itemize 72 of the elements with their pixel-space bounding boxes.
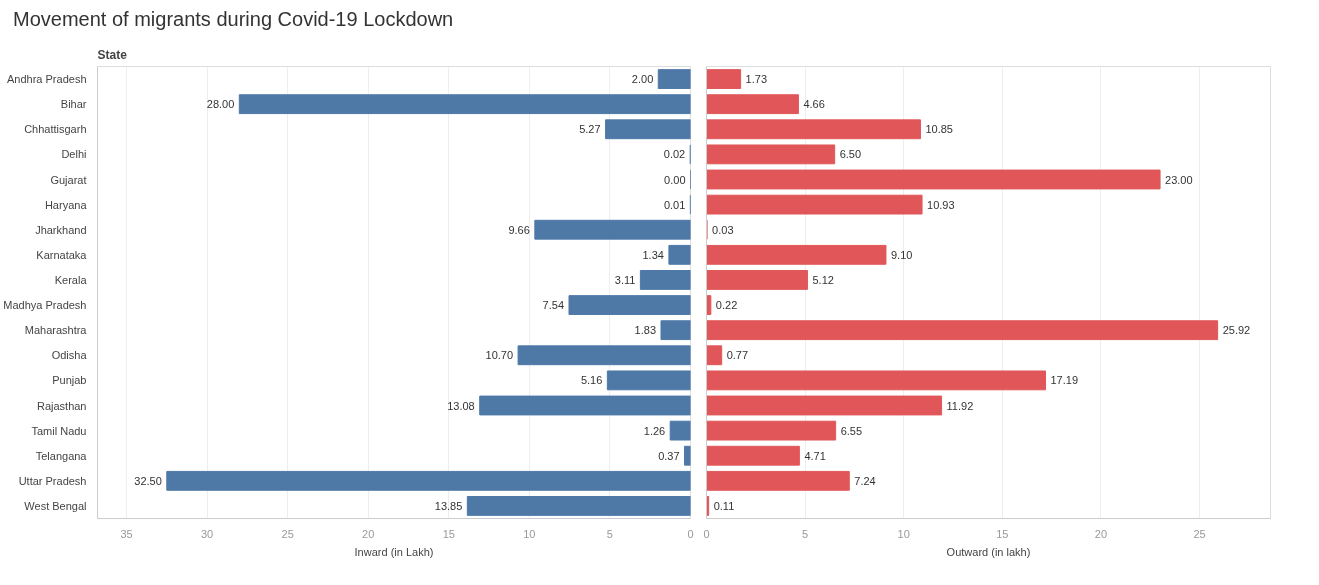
data-label: 5.16 xyxy=(580,374,603,387)
x-tick-label: 20 xyxy=(1094,527,1108,540)
data-label: 23.00 xyxy=(1165,173,1193,186)
x-tick-label: 25 xyxy=(281,527,294,540)
y-tick-label: Gujarat xyxy=(50,173,87,186)
y-tick-label: West Bengal xyxy=(24,499,87,512)
data-label: 1.73 xyxy=(745,73,768,86)
x-tick-label: 10 xyxy=(523,527,536,540)
y-tick-label: Kerala xyxy=(54,273,88,286)
data-label: 1.34 xyxy=(642,248,664,261)
y-tick-label: Karnataka xyxy=(36,248,88,261)
y-tick-label: Bihar xyxy=(60,98,87,111)
data-label: 0.22 xyxy=(715,299,738,312)
data-label: 0.03 xyxy=(712,223,734,236)
x-tick-label: 5 xyxy=(802,527,809,540)
y-tick-label: Telangana xyxy=(35,449,88,462)
data-label: 5.27 xyxy=(579,123,601,136)
y-tick-label: Rajasthan xyxy=(36,399,87,412)
data-label: 0.00 xyxy=(664,173,686,186)
x-tick-label: 0 xyxy=(703,527,710,540)
data-label: 7.54 xyxy=(542,299,565,312)
x-tick-label: 15 xyxy=(996,527,1009,540)
data-label: 0.37 xyxy=(658,449,680,462)
y-tick-label: Uttar Pradesh xyxy=(18,474,87,487)
data-label: 1.83 xyxy=(634,324,657,337)
data-label: 1.26 xyxy=(643,424,666,437)
y-tick-label: Odisha xyxy=(51,349,88,362)
data-label: 0.02 xyxy=(663,148,686,161)
x-tick-label: 35 xyxy=(120,527,133,540)
y-tick-label: Andhra Pradesh xyxy=(7,73,87,86)
chart-title: Movement of migrants during Covid-19 Lockdown xyxy=(13,7,454,32)
x-tick-label: 5 xyxy=(606,527,613,540)
data-label: 3.11 xyxy=(614,273,636,286)
data-label: 32.50 xyxy=(134,474,162,487)
data-label: 0.01 xyxy=(663,198,686,211)
data-label: 10.93 xyxy=(927,198,955,211)
data-label: 11.92 xyxy=(946,399,974,412)
data-label: 25.92 xyxy=(1222,324,1251,337)
data-label: 10.85 xyxy=(925,123,953,136)
data-label: 9.10 xyxy=(890,248,913,261)
data-label: 10.70 xyxy=(485,349,514,362)
data-label: 0.77 xyxy=(726,349,749,362)
x-axis-title: Inward (in Lakh) xyxy=(354,545,434,558)
y-tick-label: Madhya Pradesh xyxy=(3,299,87,312)
x-tick-label: 25 xyxy=(1193,527,1206,540)
data-label: 5.12 xyxy=(812,273,834,286)
x-tick-label: 0 xyxy=(687,527,694,540)
y-tick-label: Punjab xyxy=(52,374,87,387)
y-tick-label: Haryana xyxy=(44,198,88,211)
y-axis-title: State xyxy=(97,47,128,62)
data-label: 4.71 xyxy=(804,449,826,462)
x-axis-title: Outward (in lakh) xyxy=(946,545,1031,558)
data-label: 17.19 xyxy=(1050,374,1079,387)
data-label: 13.08 xyxy=(447,399,475,412)
data-label: 6.50 xyxy=(839,148,862,161)
data-label: 28.00 xyxy=(206,98,235,111)
x-tick-label: 30 xyxy=(200,527,214,540)
y-tick-label: Maharashtra xyxy=(24,324,88,337)
x-tick-label: 15 xyxy=(442,527,455,540)
x-tick-label: 10 xyxy=(897,527,910,540)
y-tick-label: Jharkhand xyxy=(35,223,87,236)
data-label: 2.00 xyxy=(631,73,654,86)
y-tick-label: Chhattisgarh xyxy=(24,123,87,136)
data-label: 9.66 xyxy=(508,223,530,236)
y-tick-label: Delhi xyxy=(61,148,87,161)
data-label: 6.55 xyxy=(840,424,863,437)
data-label: 13.85 xyxy=(434,499,463,512)
data-label: 7.24 xyxy=(854,474,876,487)
y-tick-label: Tamil Nadu xyxy=(31,424,87,437)
data-label: 4.66 xyxy=(803,98,825,111)
data-label: 0.11 xyxy=(713,499,735,512)
x-tick-label: 20 xyxy=(362,527,375,540)
